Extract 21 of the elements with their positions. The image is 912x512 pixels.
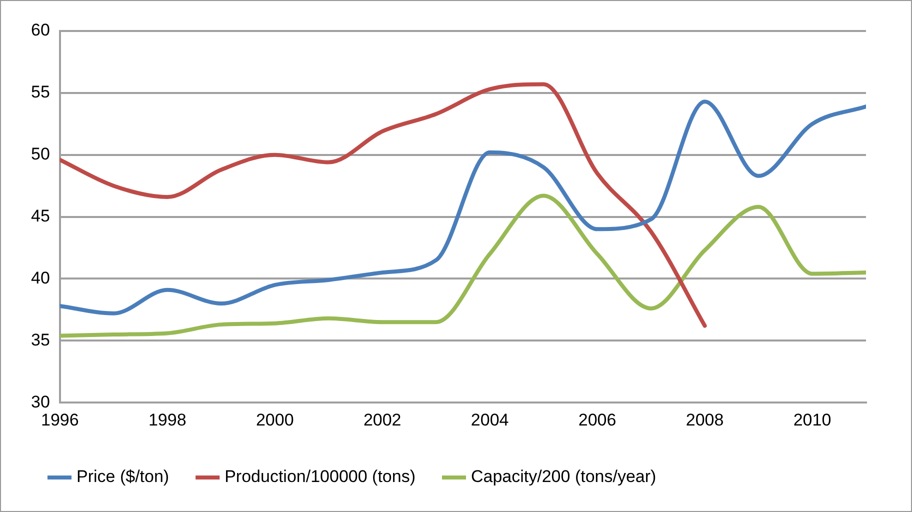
y-tick-label: 30 [30,392,50,412]
legend-label: Price ($/ton) [76,467,170,486]
line-series [60,100,866,316]
y-tick-label: 60 [30,20,50,40]
line-series [60,82,707,328]
y-tick-label: 40 [30,268,50,288]
y-tick-label: 50 [30,144,50,164]
x-tick-label: 2010 [793,410,832,430]
legend-label: Production/100000 (tons) [224,467,416,486]
x-tick-label: 2004 [470,410,509,430]
legend-label: Capacity/200 (tons/year) [470,467,656,486]
x-tick-label: 2000 [256,410,294,430]
line-series [60,194,866,338]
x-tick-label: 2002 [363,410,402,430]
x-tick-label: 1998 [148,410,186,430]
y-tick-label: 45 [30,206,50,226]
y-tick-label: 35 [30,330,50,350]
y-tick-label: 55 [30,82,50,102]
x-tick-label: 2008 [686,410,724,430]
x-tick-label: 1996 [40,410,79,430]
x-tick-label: 2006 [578,410,616,430]
